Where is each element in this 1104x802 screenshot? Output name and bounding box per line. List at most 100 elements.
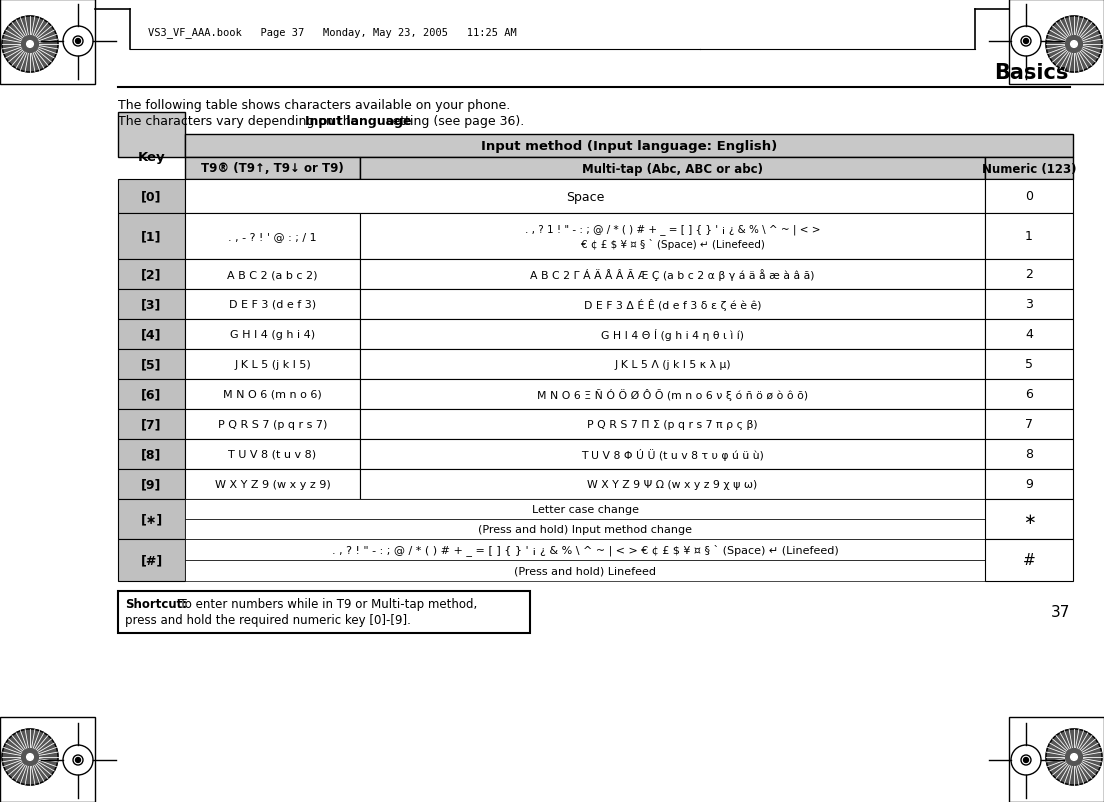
Circle shape [73, 37, 83, 47]
Text: J K L 5 (j k l 5): J K L 5 (j k l 5) [234, 359, 311, 370]
Bar [985, 214, 1073, 260]
Bar [185, 180, 985, 214]
Circle shape [1021, 755, 1031, 765]
Bar [985, 350, 1073, 379]
Text: W X Y Z 9 Ψ Ω (w x y z 9 χ ψ ω): W X Y Z 9 Ψ Ω (w x y z 9 χ ψ ω) [587, 480, 757, 489]
Text: M N O 6 Ξ Ñ Ó Ö Ø Ô Õ (m n o 6 ν ξ ó ñ ö ø ò ô õ): M N O 6 Ξ Ñ Ó Ö Ø Ô Õ (m n o 6 ν ξ ó ñ ö… [537, 388, 808, 400]
Bar [185, 320, 360, 350]
Text: [1]: [1] [141, 230, 162, 243]
Bar [185, 439, 360, 469]
Text: 6: 6 [1025, 388, 1033, 401]
Bar [185, 520, 985, 539]
Bar [985, 290, 1073, 320]
Text: 9: 9 [1025, 478, 1033, 491]
Bar [985, 158, 1073, 180]
Circle shape [63, 27, 93, 57]
Bar [118, 591, 530, 634]
Text: T9® (T9↑, T9↓ or T9): T9® (T9↑, T9↓ or T9) [201, 162, 343, 176]
Bar [185, 410, 360, 439]
Circle shape [1065, 37, 1082, 54]
Text: G H I 4 (g h i 4): G H I 4 (g h i 4) [230, 330, 315, 339]
Bar [360, 410, 985, 439]
Text: #: # [1022, 553, 1036, 568]
Bar [185, 350, 360, 379]
Bar [360, 158, 985, 180]
Text: T U V 8 Φ Ú Ü (t u v 8 τ υ φ ú ü ù): T U V 8 Φ Ú Ü (t u v 8 τ υ φ ú ü ù) [581, 448, 764, 460]
Text: 1: 1 [1025, 230, 1033, 243]
Circle shape [63, 745, 93, 775]
Bar [185, 214, 360, 260]
Bar [118, 410, 185, 439]
Text: 37: 37 [1051, 605, 1070, 620]
Bar [118, 469, 185, 500]
Circle shape [2, 729, 59, 785]
Bar [360, 469, 985, 500]
Bar [185, 500, 985, 520]
Circle shape [1071, 42, 1078, 48]
Circle shape [26, 42, 33, 48]
Text: Shortcut:: Shortcut: [125, 597, 187, 611]
Text: [4]: [4] [141, 328, 162, 341]
Bar [360, 350, 985, 379]
Text: 4: 4 [1025, 328, 1033, 341]
Text: [7]: [7] [141, 418, 162, 431]
Text: . , ? 1 ! " - : ; @ / * ( ) # + _ = [ ] { } ' ¡ ¿ & % \ ^ ~ | < >: . , ? 1 ! " - : ; @ / * ( ) # + _ = [ ] … [524, 225, 820, 235]
Text: To enter numbers while in T9 or Multi-tap method,: To enter numbers while in T9 or Multi-ta… [172, 597, 477, 611]
Text: [2]: [2] [141, 268, 162, 282]
Text: Space: Space [566, 190, 604, 203]
Circle shape [1071, 754, 1078, 760]
Bar [0, 0, 95, 85]
Bar [118, 539, 185, 581]
Circle shape [73, 755, 83, 765]
Text: . , ? ! " - : ; @ / * ( ) # + _ = [ ] { } ' ¡ ¿ & % \ ^ ~ | < > € ¢ £ $ ¥ ¤ § ` : . , ? ! " - : ; @ / * ( ) # + _ = [ ] { … [331, 544, 838, 556]
Circle shape [22, 748, 39, 765]
Bar [985, 469, 1073, 500]
Bar [360, 260, 985, 290]
Text: Multi-tap (Abc, ABC or abc): Multi-tap (Abc, ABC or abc) [582, 162, 763, 176]
Text: [6]: [6] [141, 388, 161, 401]
Text: The characters vary depending on the: The characters vary depending on the [118, 115, 362, 128]
Text: G H I 4 Θ Í (g h i 4 η θ ι ì í): G H I 4 Θ Í (g h i 4 η θ ι ì í) [601, 329, 744, 341]
Text: M N O 6 (m n o 6): M N O 6 (m n o 6) [223, 390, 322, 399]
Bar [118, 214, 185, 260]
Bar [985, 439, 1073, 469]
Bar [985, 260, 1073, 290]
Circle shape [75, 39, 81, 44]
Bar [118, 290, 185, 320]
Bar [985, 500, 1073, 539]
Circle shape [22, 37, 39, 54]
Bar [118, 379, 185, 410]
Bar [185, 379, 360, 410]
Text: Basics: Basics [994, 63, 1068, 83]
Text: Input language: Input language [305, 115, 412, 128]
Bar [185, 260, 360, 290]
Text: Numeric (123): Numeric (123) [981, 162, 1076, 176]
Text: [5]: [5] [141, 358, 162, 371]
Bar [360, 379, 985, 410]
Bar [185, 469, 360, 500]
Circle shape [1045, 17, 1102, 73]
Text: press and hold the required numeric key [0]-[9].: press and hold the required numeric key … [125, 614, 411, 626]
Text: [3]: [3] [141, 298, 161, 311]
Bar [985, 410, 1073, 439]
Bar [360, 214, 985, 260]
Text: [0]: [0] [141, 190, 162, 203]
Bar [360, 320, 985, 350]
Circle shape [26, 754, 33, 760]
Circle shape [1011, 27, 1041, 57]
Text: 2: 2 [1025, 268, 1033, 282]
Text: (Press and hold) Input method change: (Press and hold) Input method change [478, 525, 692, 534]
Bar [118, 320, 185, 350]
Bar [118, 113, 185, 158]
Bar [360, 290, 985, 320]
Bar [985, 320, 1073, 350]
Text: [∗]: [∗] [140, 512, 162, 526]
Text: P Q R S 7 Π Σ (p q r s 7 π ρ ς β): P Q R S 7 Π Σ (p q r s 7 π ρ ς β) [587, 419, 757, 429]
Text: ∗: ∗ [1022, 512, 1036, 527]
Bar [118, 439, 185, 469]
Text: 7: 7 [1025, 418, 1033, 431]
Circle shape [1023, 39, 1029, 44]
Circle shape [1023, 758, 1029, 763]
Text: (Press and hold) Linefeed: (Press and hold) Linefeed [514, 565, 656, 576]
Bar [118, 350, 185, 379]
